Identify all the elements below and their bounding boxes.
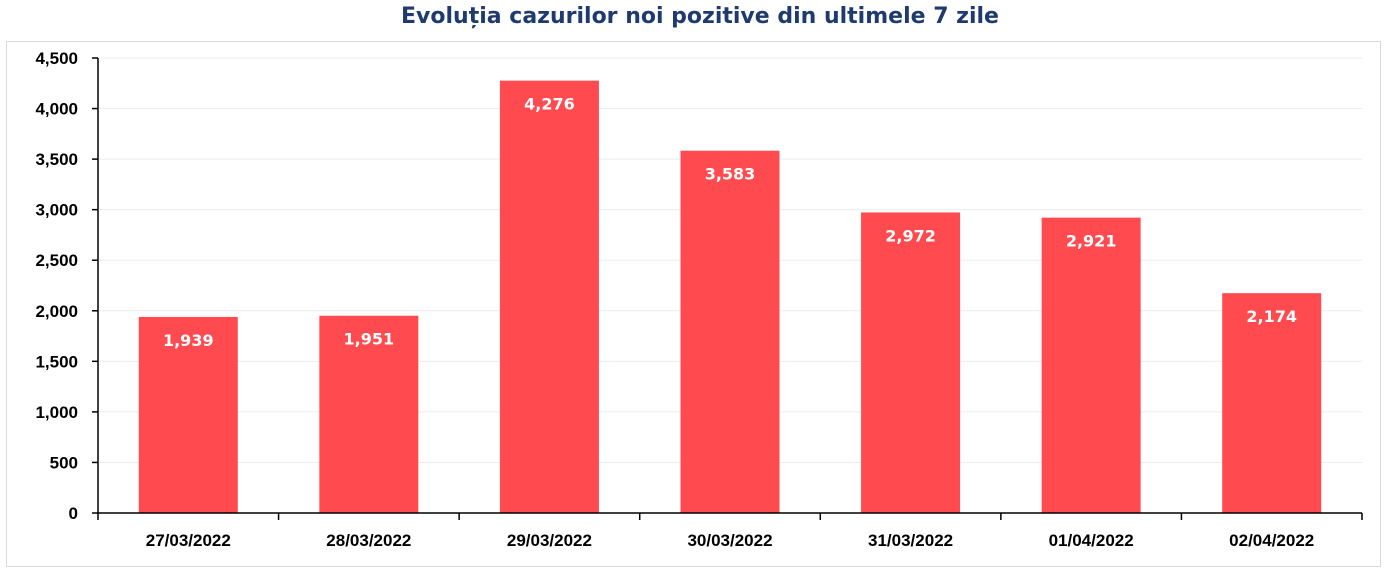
y-tick-label: 0 — [69, 504, 78, 523]
y-tick-label: 3,500 — [35, 150, 78, 169]
data-labels: 1,939 1,951 4,276 3,583 2,972 2,921 2,174 — [163, 95, 1297, 350]
bar — [499, 80, 599, 513]
y-tick-label: 4,500 — [35, 49, 78, 68]
bar-value-label: 1,939 — [163, 331, 214, 350]
chart-title: Evoluția cazurilor noi pozitive din ulti… — [401, 4, 999, 29]
bar — [861, 212, 961, 513]
bar — [319, 315, 419, 513]
y-tick-label: 4,000 — [35, 100, 78, 119]
y-tick-labels: 0 500 1,000 1,500 2,000 2,500 3,000 3,500 4,000 4… — [35, 49, 78, 523]
y-tick-label: 2,000 — [35, 302, 78, 321]
y-tick-label: 1,500 — [35, 352, 78, 371]
bar-value-label: 3,583 — [705, 165, 756, 184]
bar-value-label: 2,972 — [885, 226, 936, 245]
bar-value-label: 4,276 — [524, 95, 575, 114]
bar-value-label: 1,951 — [344, 330, 395, 349]
y-tick-label: 500 — [50, 453, 78, 472]
y-tick-label: 3,000 — [35, 201, 78, 220]
x-tick-label: 29/03/2022 — [507, 531, 592, 550]
bar — [680, 150, 780, 514]
bar — [138, 316, 238, 513]
bars — [138, 80, 1322, 514]
bar-value-label: 2,174 — [1246, 307, 1297, 326]
x-tick-label: 01/04/2022 — [1049, 531, 1134, 550]
y-tick-label: 1,000 — [35, 403, 78, 422]
bar-value-label: 2,921 — [1066, 232, 1117, 251]
x-tick-labels: 27/03/2022 28/03/2022 29/03/2022 30/03/2022… — [146, 531, 1315, 550]
x-tick-label: 28/03/2022 — [326, 531, 411, 550]
axes — [92, 57, 1363, 520]
x-tick-label: 02/04/2022 — [1229, 531, 1314, 550]
x-tick-label: 27/03/2022 — [146, 531, 231, 550]
bar — [1041, 217, 1141, 513]
bar — [1222, 293, 1322, 513]
x-tick-label: 31/03/2022 — [868, 531, 953, 550]
chart-frame — [6, 41, 1381, 567]
y-tick-label: 2,500 — [35, 251, 78, 270]
x-tick-label: 30/03/2022 — [687, 531, 772, 550]
